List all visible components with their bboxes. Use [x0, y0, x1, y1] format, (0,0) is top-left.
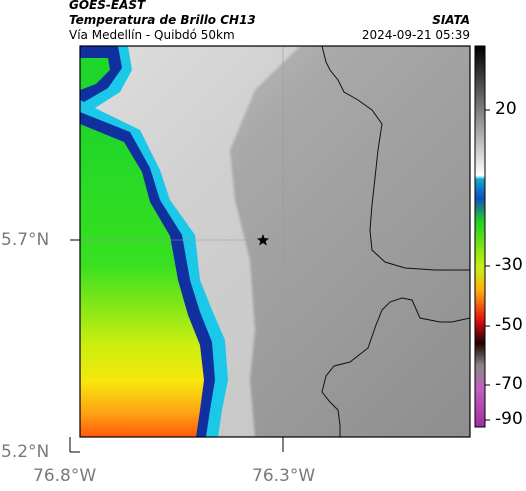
organization-label: SIATA: [432, 13, 470, 27]
colorbar-label-20: 20: [495, 99, 517, 119]
lon-label-76-8: 76.8°W: [33, 466, 97, 486]
lat-label-5-7: 5.7°N: [1, 230, 50, 250]
boundary-line-south: [321, 297, 471, 437]
boundary-line-north: [321, 45, 470, 271]
route-subtitle: Vía Medellín - Quibdó 50km: [69, 28, 235, 42]
colorbar-label-minus90: -90: [495, 409, 523, 429]
map-border: [79, 45, 471, 438]
timestamp-label: 2024-09-21 05:39: [361, 28, 470, 42]
cloud-interior-main: [80, 124, 204, 437]
colorbar-label-minus30: -30: [495, 255, 523, 275]
satellite-title: GOES-EAST: [69, 0, 146, 12]
lon-label-76-3: 76.3°W: [252, 466, 316, 486]
colorbar-label-minus70: -70: [495, 374, 523, 394]
colorbar: [474, 45, 486, 428]
star-icon: [257, 234, 269, 246]
colorbar-label-minus50: -50: [495, 315, 523, 335]
lat-label-5-2: 5.2°N: [1, 442, 50, 462]
cloud-interior: [80, 58, 110, 90]
product-title: Temperatura de Brillo CH13: [69, 13, 256, 27]
